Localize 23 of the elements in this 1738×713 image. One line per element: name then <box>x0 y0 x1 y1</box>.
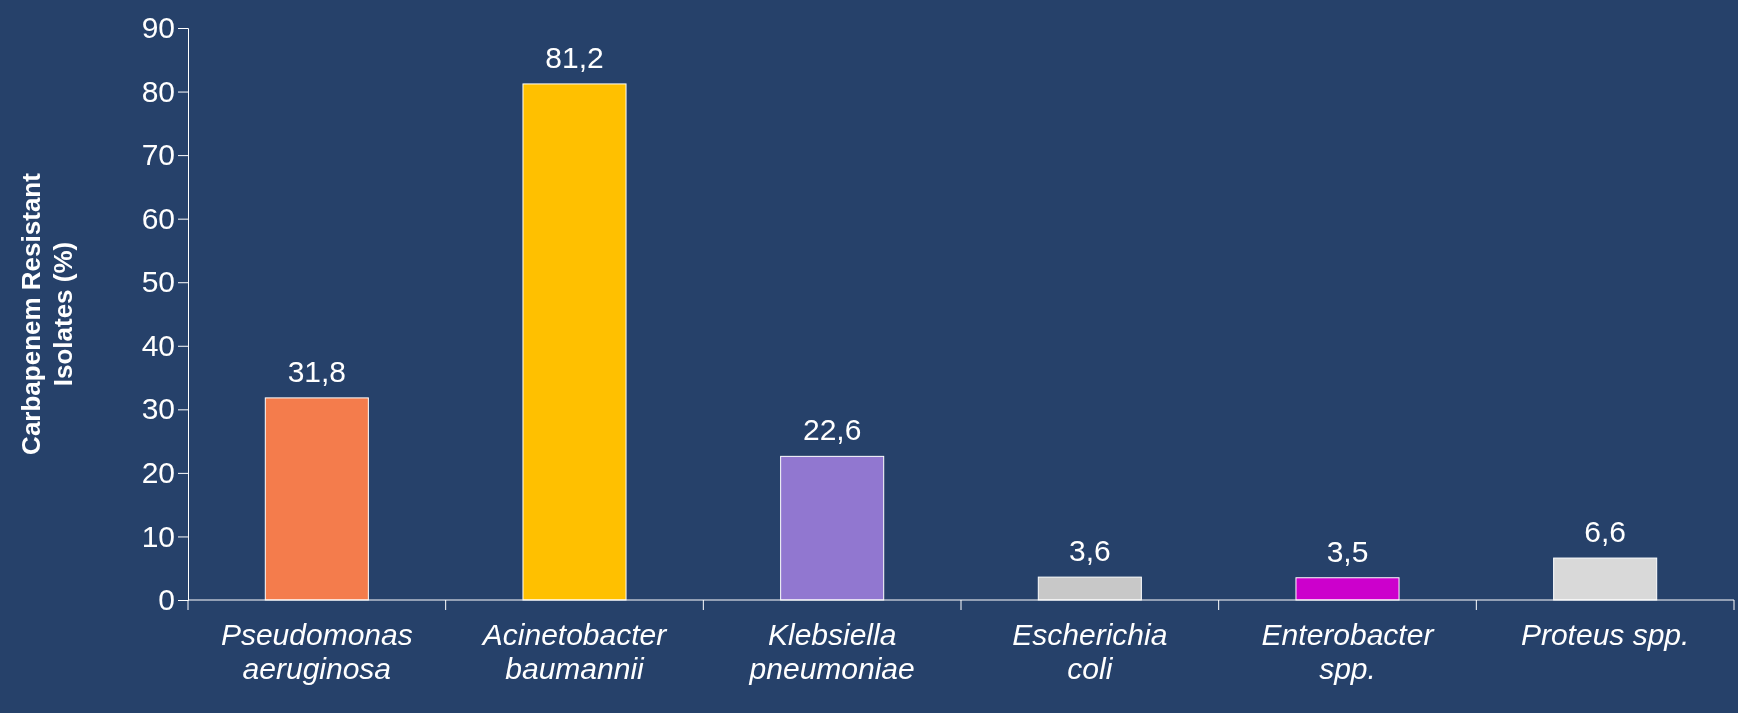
y-tick-label: 60 <box>141 201 175 235</box>
data-label: 81,2 <box>545 40 604 74</box>
data-label: 3,5 <box>1326 534 1369 568</box>
x-tick-label: Pseudomonas aeruginosa <box>220 618 413 685</box>
y-tick-label: 30 <box>141 392 175 426</box>
y-tick-label: 80 <box>141 74 175 108</box>
data-label: 6,6 <box>1584 515 1627 549</box>
x-tick-label: Enterobacter spp. <box>1261 618 1435 685</box>
x-tick-label: Acinetobacter baumannii <box>480 618 668 685</box>
y-tick-label: 40 <box>141 328 175 362</box>
data-label: 22,6 <box>802 413 862 447</box>
y-tick-label: 70 <box>141 138 175 172</box>
x-tick-label: Klebsiella pneumoniae <box>748 618 915 685</box>
data-label: 31,8 <box>287 354 347 388</box>
y-tick-label: 10 <box>141 519 175 553</box>
data-label: 3,6 <box>1068 534 1111 568</box>
y-tick-label: 50 <box>141 265 175 299</box>
x-tick-label: Escherichia coli <box>1012 618 1168 685</box>
y-axis-title: Carbapenem Resistant Isolates (%) <box>16 172 78 455</box>
y-tick-label: 20 <box>141 455 175 489</box>
y-tick-label: 0 <box>158 583 175 617</box>
y-tick-label: 90 <box>141 11 175 45</box>
x-tick-label: Proteus spp. <box>1520 618 1690 651</box>
